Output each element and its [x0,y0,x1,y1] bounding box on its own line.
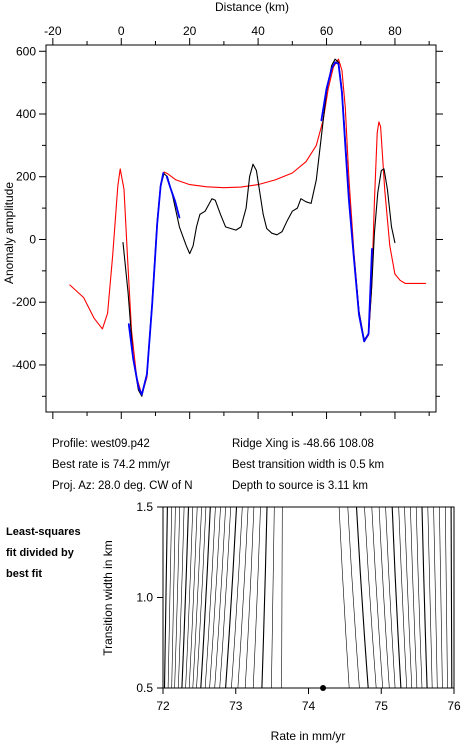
top-x-tick-label: 60 [320,24,334,38]
bottom-y-tick-label: 1.0 [136,591,153,605]
contour-line [404,506,413,689]
bottom-y-tick-label: 0.5 [136,681,153,695]
contour-line [371,506,383,689]
contour-line [261,506,268,689]
contour-line [450,506,453,689]
side-note-line-3: best fit [6,568,42,580]
contour-line [433,506,438,689]
top-y-tick-label: 0 [29,232,36,246]
top-x-tick-label: 20 [183,24,197,38]
series-line-2 [127,172,165,396]
ridge-xing-text: Ridge Xing is -48.66 108.08 [232,438,374,450]
proj-az-text: Proj. Az: 28.0 deg. CW of N [52,480,193,492]
best-width-text: Best transition width is 0.5 km [232,459,384,471]
contour-line [196,506,207,689]
side-note: Least-squares fit divided by best fit [6,526,81,580]
contour-line [271,506,275,689]
series-line-3 [165,175,181,219]
contour-line [355,506,369,689]
top-x-tick-label: 0 [118,24,125,38]
best-fit-marker [320,685,327,691]
contour-line [237,506,249,689]
contour-line [244,506,255,689]
top-y-tick-label: -400 [12,358,36,372]
bottom-y-ticks: 0.5 1.0 1.5 [136,500,163,695]
contour-line [385,506,396,689]
best-fit-marker-group [320,685,327,691]
contour-line [347,506,360,689]
contour-line [415,506,423,689]
contour-lines [163,506,453,689]
contour-line [178,506,185,689]
top-x-tick-label: -20 [44,24,62,38]
side-note-line-1: Least-squares [6,526,81,538]
top-plot-frame [45,44,437,413]
bottom-x-tick-label: 75 [375,699,389,713]
series-line-1 [122,58,396,397]
contour-line [281,506,283,689]
contour-line [410,506,418,689]
contour-line [231,506,243,689]
contour-line [391,506,402,689]
top-y-tick-label: 600 [16,44,36,58]
series-line-4 [320,61,373,343]
depth-text: Depth to source is 3.11 km [232,480,368,492]
contour-line [219,506,231,689]
contour-line [225,506,238,689]
top-x-axis-title: Distance (km) [215,0,289,14]
bottom-x-axis-title: Rate in mm/yr [271,729,346,743]
contour-line [163,506,168,689]
contour-line [167,506,172,689]
contour-line [398,506,407,689]
top-y-tick-label: 400 [16,107,36,121]
top-x-tick-label: 40 [251,24,265,38]
top-y-tick-label: -200 [12,295,36,309]
top-y-ticks: -400 -200 0 200 400 600 [12,44,443,397]
top-series [69,58,427,397]
contour-line [252,506,261,689]
contour-line [171,506,176,689]
anomaly-profile-chart: Distance (km) Anomaly amplitude -20 0 20 40… [2,0,443,419]
contour-line [427,506,433,689]
contour-line [174,506,180,689]
bottom-x-tick-label: 76 [447,699,461,713]
contour-line [214,506,226,689]
bottom-y-axis-title: Transition width in km [101,540,115,656]
contour-line [445,506,448,689]
series-line-0 [69,58,427,396]
info-block: Profile: west09.p42 Best rate is 74.2 mm… [52,438,384,492]
contour-line [188,506,198,689]
profile-text: Profile: west09.p42 [52,438,150,450]
top-x-tick-label: 80 [388,24,402,38]
top-y-tick-label: 200 [16,170,36,184]
contour-line [200,506,211,689]
bottom-x-tick-label: 74 [302,699,316,713]
top-x-ticks: -20 0 20 40 60 80 [44,24,430,419]
top-y-axis-title: Anomaly amplitude [2,182,16,284]
contour-line [378,506,390,689]
contour-line [192,506,202,689]
contour-line [204,506,216,689]
contour-line [338,506,350,689]
best-rate-text: Best rate is 74.2 mm/yr [52,459,170,471]
misfit-contour-chart: 72 73 74 75 76 0.5 1.0 1.5 Rate in mm/yr Trans… [101,500,461,743]
bottom-y-tick-label: 1.5 [136,500,153,514]
bottom-x-tick-label: 72 [156,699,170,713]
contour-line [439,506,443,689]
bottom-x-ticks: 72 73 74 75 76 [156,688,461,713]
contour-line [181,506,190,689]
bottom-x-tick-label: 73 [229,699,243,713]
contour-line [185,506,194,689]
contour-line [421,506,428,689]
contour-line [209,506,221,689]
contour-line [364,506,377,689]
side-note-line-2: fit divided by [6,547,75,559]
